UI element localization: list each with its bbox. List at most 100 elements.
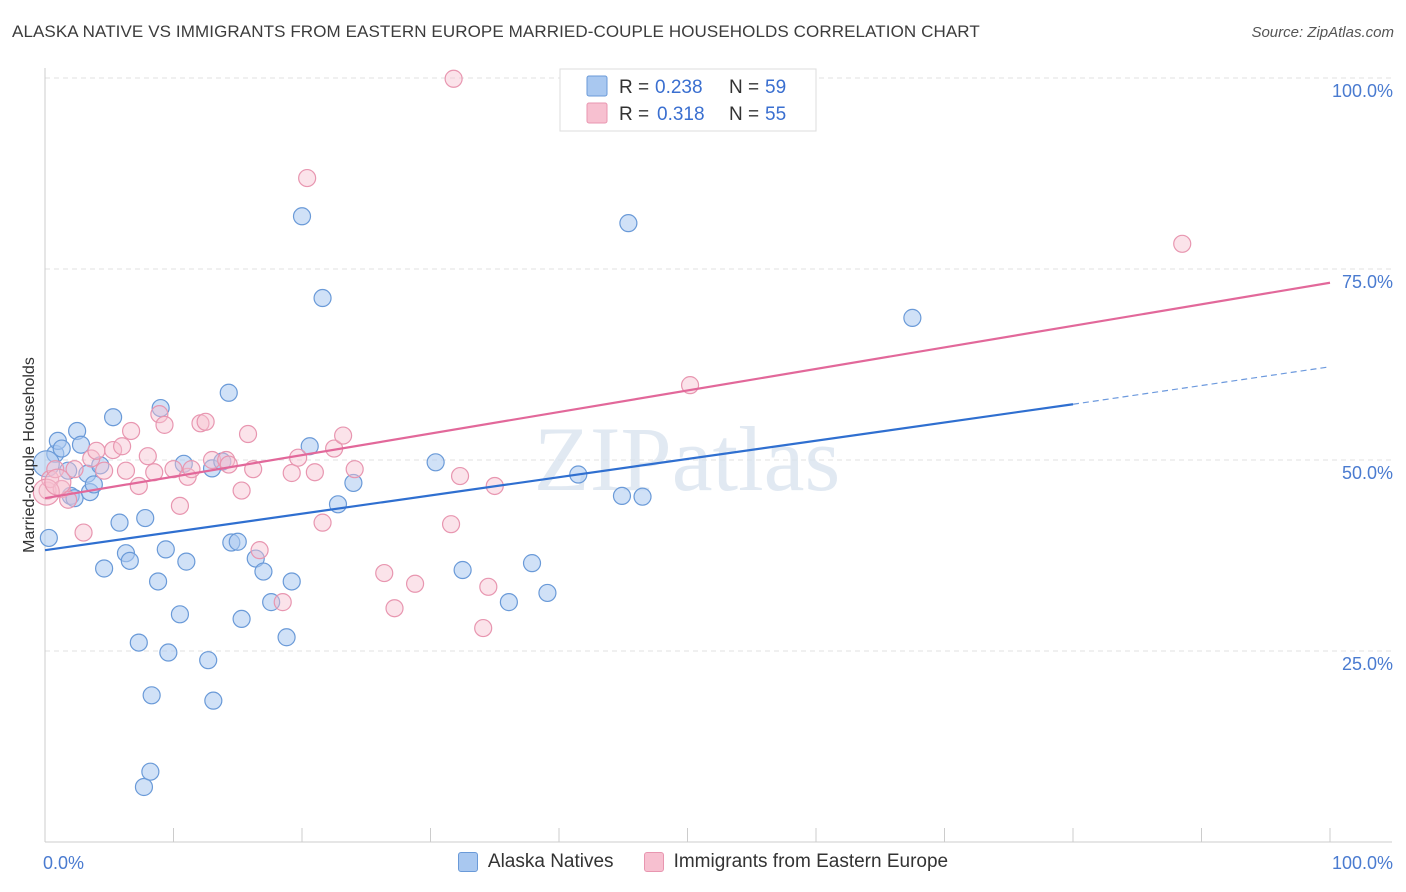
data-point-eastern-europe [441, 515, 461, 534]
legend-n-label-1: N = [729, 77, 759, 98]
trend-lines [44, 281, 1331, 552]
legend-r-value-1: 0.238 [655, 77, 703, 98]
data-point-alaska-natives [39, 528, 58, 548]
data-point-alaska-natives [277, 628, 296, 647]
data-point-eastern-europe [121, 421, 141, 441]
data-point-alaska-natives [129, 633, 148, 652]
data-point-alaska-natives [71, 435, 91, 454]
bottom-legend-item-1: Alaska Natives [457, 851, 614, 873]
bottom-legend-label-1: Alaska Natives [487, 851, 614, 872]
data-point-eastern-europe [479, 577, 498, 596]
legend-n-value-2: 55 [765, 104, 786, 125]
data-point-alaska-natives [499, 593, 518, 612]
data-point-alaska-natives [141, 762, 160, 781]
trend-line-eastern-europe [44, 281, 1331, 500]
data-point-eastern-europe [95, 461, 114, 480]
data-point-eastern-europe [138, 447, 157, 466]
data-point-eastern-europe [155, 415, 174, 434]
data-point-eastern-europe [238, 424, 258, 444]
data-point-alaska-natives [159, 643, 178, 662]
data-point-eastern-europe [232, 481, 251, 500]
data-point-eastern-europe [104, 440, 123, 460]
legend-r-label-2: R = [619, 104, 649, 125]
data-point-alaska-natives [142, 686, 161, 705]
y-tick-label: 50.0% [1342, 463, 1393, 483]
data-point-eastern-europe [345, 460, 364, 479]
data-point-eastern-europe [313, 513, 332, 532]
data-point-alaska-natives [313, 288, 332, 308]
data-point-alaska-natives [254, 562, 273, 581]
source-credit: Source: ZipAtlas.com [1251, 24, 1394, 41]
data-point-eastern-europe [1173, 234, 1192, 253]
data-point-alaska-natives [177, 552, 196, 571]
data-point-alaska-natives [282, 572, 301, 591]
data-point-alaska-natives [95, 559, 114, 578]
data-point-alaska-natives [292, 207, 312, 226]
data-point-alaska-natives [199, 651, 218, 670]
data-point-alaska-natives [151, 398, 170, 418]
data-point-alaska-natives [903, 308, 922, 327]
bottom-legend-swatch-pink [643, 852, 664, 872]
data-point-eastern-europe [112, 437, 132, 456]
data-point-alaska-natives [204, 691, 223, 710]
data-point-eastern-europe [74, 523, 93, 542]
data-point-eastern-europe [282, 463, 301, 483]
data-point-eastern-europe [44, 468, 72, 496]
legend-n-label-2: N = [729, 104, 759, 125]
data-point-alaska-natives [104, 408, 123, 427]
series-eastern-europe [32, 69, 1192, 638]
data-point-alaska-natives [633, 487, 652, 506]
data-point-alaska-natives [134, 777, 154, 797]
data-point-alaska-natives [538, 583, 557, 603]
legend-n-value-1: 59 [765, 77, 786, 98]
data-point-alaska-natives [170, 605, 190, 624]
data-point-eastern-europe [32, 478, 60, 506]
data-point-eastern-europe [87, 441, 106, 460]
data-point-alaska-natives [232, 609, 251, 629]
data-point-alaska-natives [344, 473, 363, 493]
legend-swatch-blue [586, 75, 608, 97]
y-tick-label: 25.0% [1342, 654, 1393, 674]
data-point-eastern-europe [298, 168, 317, 188]
data-point-alaska-natives [219, 383, 238, 402]
legend-r-value-2: 0.318 [657, 104, 705, 125]
x-tick-labels: 0.0% 100.0% [43, 853, 1393, 873]
data-point-eastern-europe [334, 426, 353, 445]
data-point-alaska-natives [136, 508, 155, 528]
y-tick-labels: 25.0% 50.0% 75.0% 100.0% [1332, 81, 1393, 674]
data-point-eastern-europe [375, 563, 394, 583]
trend-line-alaska-natives [44, 403, 1074, 552]
data-point-eastern-europe [250, 541, 269, 560]
data-point-alaska-natives [453, 560, 472, 580]
data-point-eastern-europe [65, 460, 84, 479]
data-point-alaska-natives [522, 554, 542, 573]
x-tick-label: 100.0% [1332, 853, 1393, 873]
data-point-eastern-europe [150, 405, 169, 424]
data-point-eastern-europe [170, 496, 190, 515]
data-point-eastern-europe [385, 599, 404, 618]
legend-swatch-pink [586, 102, 608, 124]
data-point-eastern-europe [129, 476, 148, 496]
data-point-alaska-natives [156, 540, 175, 559]
y-axis-label: Married-couple Households [21, 357, 38, 553]
data-point-eastern-europe [219, 455, 238, 474]
data-point-eastern-europe [202, 450, 222, 470]
data-point-alaska-natives [110, 513, 129, 532]
data-point-eastern-europe [405, 574, 425, 593]
data-point-alaska-natives [426, 453, 445, 472]
bottom-legend-item-2: Immigrants from Eastern Europe [643, 851, 948, 873]
data-point-eastern-europe [273, 593, 292, 612]
data-point-eastern-europe [116, 461, 136, 480]
data-point-eastern-europe [450, 466, 470, 486]
data-point-eastern-europe [305, 463, 324, 482]
legend-box: R = 0.238 N = 59 R = 0.318 N = 55 [559, 68, 817, 132]
bottom-legend-swatch-blue [457, 852, 478, 872]
legend-r-label-1: R = [619, 77, 649, 98]
data-point-alaska-natives [612, 486, 632, 506]
data-point-eastern-europe [474, 618, 493, 638]
y-tick-label: 75.0% [1342, 272, 1393, 292]
chart-title: ALASKA NATIVE VS IMMIGRANTS FROM EASTERN… [12, 22, 980, 41]
trend-line-alaska-natives-extension [1072, 366, 1331, 405]
bottom-legend: Alaska Natives Immigrants from Eastern E… [0, 851, 1406, 873]
